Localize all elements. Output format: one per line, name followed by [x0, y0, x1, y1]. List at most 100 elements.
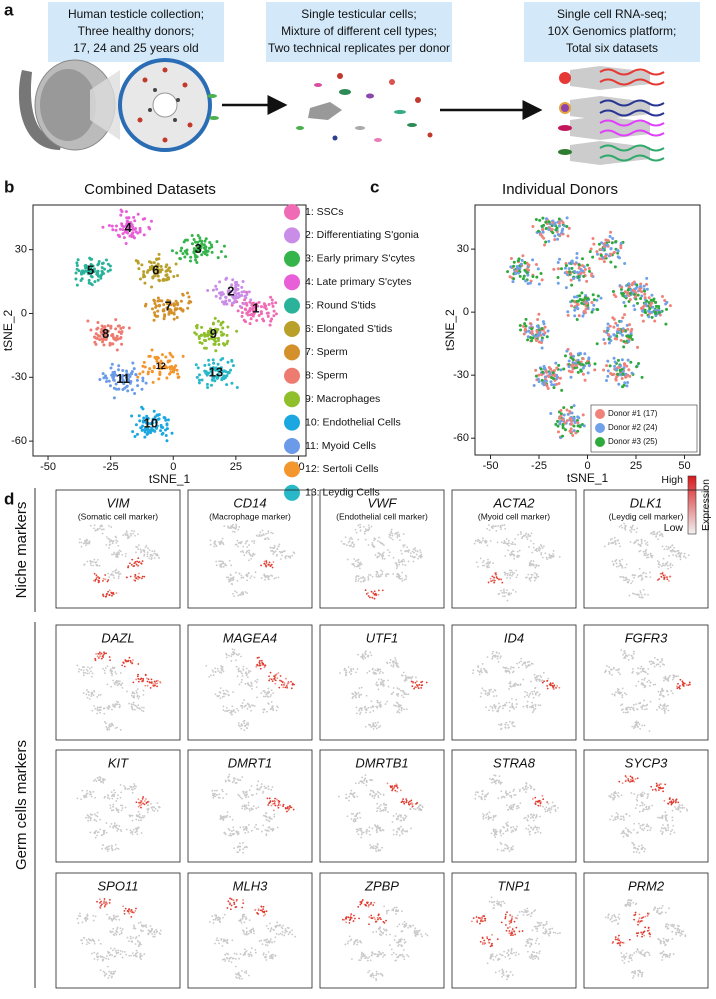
cell-point	[151, 428, 155, 432]
cell-point	[667, 704, 669, 707]
cell-point	[552, 377, 556, 381]
cell-point	[670, 690, 673, 692]
cell-point	[672, 554, 675, 556]
cell-point	[148, 367, 152, 371]
cell-point	[108, 525, 110, 527]
cell-point	[195, 375, 199, 379]
cell-point	[262, 711, 265, 714]
cell-point	[549, 557, 552, 559]
cell-point	[126, 788, 129, 790]
cell-point	[657, 690, 660, 693]
cell-point	[660, 532, 663, 535]
cell-point	[175, 315, 179, 319]
cell-point	[96, 712, 98, 715]
legend-swatch	[284, 274, 300, 291]
cell-point	[117, 701, 120, 704]
cell-point	[617, 256, 621, 260]
cell-point	[180, 246, 184, 250]
cell-point	[209, 539, 212, 542]
cell-point	[105, 846, 108, 849]
cell-point	[83, 264, 87, 268]
cell-point	[101, 261, 105, 265]
cell-point	[126, 378, 130, 382]
cell-point	[586, 263, 590, 267]
cell-point	[345, 544, 348, 547]
cell-point	[99, 653, 102, 656]
cell-point	[407, 676, 410, 679]
cell-point	[125, 828, 128, 831]
cell-point	[679, 558, 682, 561]
cell-point	[644, 685, 647, 688]
cell-point	[90, 675, 93, 678]
cell-point	[129, 659, 132, 662]
cell-point	[141, 379, 145, 383]
cell-point	[544, 240, 548, 244]
cell-point	[375, 724, 378, 726]
cell-point	[356, 559, 359, 562]
cell-point	[531, 274, 535, 278]
cell-point	[233, 526, 236, 529]
cell-point	[109, 659, 111, 662]
cell-point	[88, 694, 90, 696]
cell-point	[88, 541, 90, 544]
cell-point	[684, 556, 687, 559]
cell-point	[241, 706, 244, 709]
cell-point	[102, 656, 105, 658]
cell-point	[379, 704, 382, 707]
cell-point	[222, 302, 226, 306]
cell-point	[138, 801, 141, 804]
cell-point	[553, 238, 557, 242]
cell-point	[680, 552, 683, 555]
cell-point	[502, 595, 504, 598]
cell-point	[351, 692, 354, 695]
cell-point	[156, 802, 159, 804]
cell-point	[367, 576, 370, 578]
cell-point	[508, 671, 511, 674]
cell-point	[102, 779, 105, 782]
cell-point	[232, 576, 235, 579]
cell-point	[509, 572, 512, 574]
legend-swatch	[284, 484, 300, 501]
cell-point	[260, 783, 263, 785]
cell-point	[133, 575, 136, 578]
cell-point	[526, 338, 530, 342]
cell-point	[236, 283, 240, 287]
cell-point	[265, 560, 268, 563]
cell-point	[370, 726, 373, 728]
cell-point	[391, 538, 394, 541]
cell-point	[657, 304, 661, 308]
cell-point	[382, 544, 385, 547]
cell-point	[372, 592, 375, 595]
cell-point	[511, 543, 514, 546]
cell-point	[240, 311, 244, 315]
cell-point	[516, 574, 519, 576]
cell-point	[213, 789, 216, 792]
cell-point	[352, 668, 355, 670]
cell-point	[596, 294, 600, 298]
cell-point	[228, 773, 231, 776]
cell-point	[620, 649, 623, 651]
cell-point	[369, 724, 372, 727]
cell-point	[156, 809, 159, 812]
colorbar-label: High	[661, 474, 683, 486]
cell-point	[376, 571, 379, 574]
cell-point	[241, 797, 243, 800]
cell-point	[213, 342, 217, 346]
cell-point	[348, 671, 351, 674]
cell-point	[549, 367, 553, 371]
panel-label: a	[4, 0, 14, 19]
cell-point	[643, 310, 647, 314]
cell-point	[115, 387, 119, 391]
cell-point	[522, 662, 525, 665]
cell-point	[138, 576, 141, 579]
cell-point	[146, 551, 149, 554]
cell-point	[383, 557, 386, 560]
cell-point	[623, 579, 625, 582]
cell-point	[226, 360, 230, 364]
cell-point	[140, 803, 143, 806]
cell-point	[121, 804, 124, 807]
cell-point	[132, 659, 134, 661]
cell-point	[555, 366, 559, 370]
cell-point	[111, 708, 113, 711]
cell-point	[216, 667, 219, 670]
